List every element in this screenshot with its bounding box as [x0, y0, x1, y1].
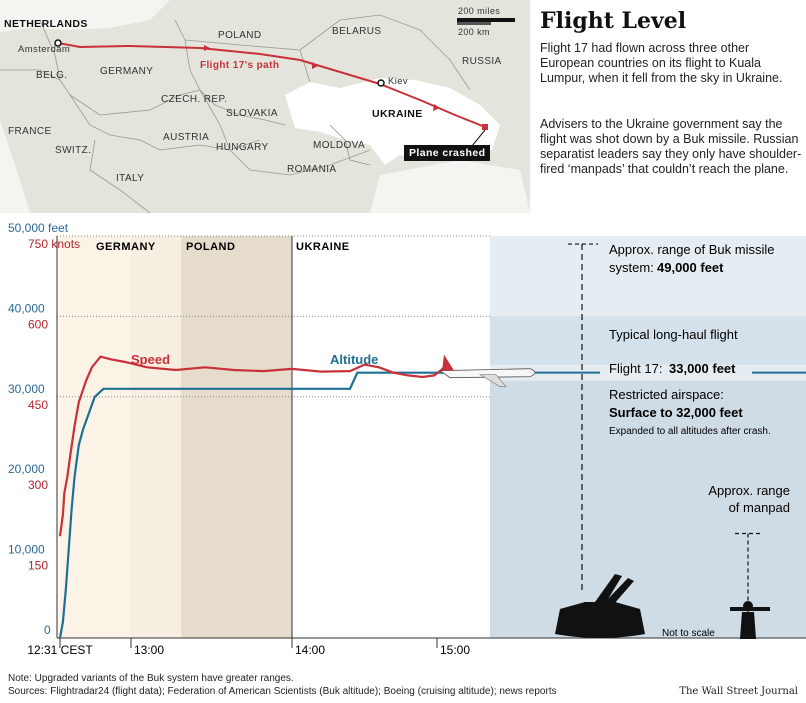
speed-tick: 150 — [28, 559, 48, 573]
altitude-tick: 50,000 feet — [8, 221, 69, 235]
longhaul-label: Typical long-haul flight — [609, 327, 738, 342]
credit: The Wall Street Journal — [679, 686, 798, 697]
speed-tick: 600 — [28, 317, 48, 331]
label-switz: SWITZ. — [55, 145, 92, 156]
flight-level-chart: GERMANY POLAND UKRAINE 50,000 feet 40,000 30,… — [8, 221, 806, 657]
amsterdam-marker — [54, 39, 62, 47]
series-label-altitude: Altitude — [330, 352, 378, 367]
label-belarus: BELARUS — [332, 26, 382, 37]
manpad-label-1: Approx. range — [708, 483, 790, 498]
series-speed — [58, 355, 446, 537]
label-moldova: MOLDOVA — [313, 140, 366, 151]
sources: Sources: Flightradar24 (flight data); Fe… — [8, 686, 557, 697]
restricted-value: Surface to 32,000 feet — [609, 405, 743, 420]
flight17-label: Flight 17: — [609, 361, 662, 376]
buk-launcher-icon — [555, 602, 645, 638]
paragraph-route: Flight 17 had flown across three other E… — [540, 41, 783, 85]
speed-tick: 300 — [28, 478, 48, 492]
flight-17-path — [57, 42, 486, 128]
not-to-scale-label: Not to scale — [662, 628, 715, 639]
series-label-speed: Speed — [131, 352, 170, 367]
region-ukraine-band — [292, 236, 490, 638]
region-poland-band — [181, 236, 292, 638]
scale-miles: 200 miles — [458, 6, 501, 16]
ukraine-region — [285, 78, 500, 165]
label-germany: GERMANY — [100, 66, 154, 77]
manpad-launcher-icon — [730, 607, 770, 611]
airplane-wing-icon — [478, 374, 507, 387]
label-italy: ITALY — [116, 173, 145, 184]
altitude-tick: 40,000 — [8, 301, 45, 315]
map-shapes — [0, 0, 530, 213]
longhaul-band — [490, 316, 806, 365]
airplane-icon — [438, 368, 536, 379]
flight17-value: 33,000 feet — [669, 361, 736, 376]
region-label-germany: GERMANY — [96, 241, 156, 253]
x-tick-label: 14:00 — [295, 643, 325, 657]
x-tick-label: 15:00 — [440, 643, 470, 657]
soldier-body-icon — [740, 612, 756, 639]
series-altitude — [58, 371, 445, 639]
buk-missile-icon — [605, 578, 634, 604]
label-amsterdam: Amsterdam — [18, 44, 71, 55]
label-flight-path: Flight 17's path — [200, 60, 280, 71]
label-slovakia: SLOVAKIA — [226, 108, 278, 119]
headline: Flight Level — [540, 8, 687, 34]
x-tick-label: 13:00 — [134, 643, 164, 657]
buk-value: 49,000 feet — [657, 260, 724, 275]
label-ukraine: UKRAINE — [372, 108, 423, 120]
label-romania: ROMANIA — [287, 164, 337, 175]
region-germany-band — [131, 236, 181, 638]
altitude-tick: 0 — [44, 623, 51, 637]
altitude-tick: 20,000 — [8, 462, 45, 476]
label-austria: AUSTRIA — [163, 132, 210, 143]
buk-label-2: system: — [609, 260, 654, 275]
region-germany-bg — [60, 236, 131, 638]
restricted-band — [490, 380, 806, 638]
speed-tick: 750 knots — [28, 237, 80, 251]
label-belg: BELG. — [36, 70, 68, 81]
label-france: FRANCE — [8, 126, 52, 137]
scale-km: 200 km — [458, 27, 490, 37]
speed-tick: 450 — [28, 398, 48, 412]
manpad-label-2: of manpad — [729, 500, 790, 515]
label-czech: CZECH. REP. — [161, 94, 228, 105]
airplane-tail-icon — [442, 354, 454, 371]
region-label-ukraine: UKRAINE — [296, 241, 350, 253]
altitude-tick: 10,000 — [8, 543, 45, 557]
paragraph-shootdown: Advisers to the Ukraine government say t… — [540, 117, 802, 176]
restricted-note: Expanded to all altitudes after crash. — [609, 426, 771, 437]
crash-marker — [482, 124, 488, 130]
flight-path-map: NETHERLANDS Amsterdam BELG. FRANCE GERMA… — [0, 0, 530, 213]
label-poland: POLAND — [218, 30, 262, 41]
x-tick-label: 12:31 CEST — [27, 643, 93, 657]
label-netherlands: NETHERLANDS — [4, 18, 88, 30]
restricted-label: Restricted airspace: — [609, 387, 724, 402]
altitude-tick: 30,000 — [8, 382, 45, 396]
footnote: Note: Upgraded variants of the Buk syste… — [8, 673, 294, 684]
buk-missile-icon — [595, 574, 622, 604]
label-plane-crashed: Plane crashed — [404, 145, 491, 161]
label-kiev: Kiev — [388, 76, 409, 87]
scale-bar — [457, 18, 515, 22]
label-hungary: HUNGARY — [216, 142, 269, 153]
label-russia: RUSSIA — [462, 56, 502, 67]
kiev-marker — [377, 79, 385, 87]
region-label-poland: POLAND — [186, 241, 235, 253]
buk-label-1: Approx. range of Buk missile — [609, 242, 774, 257]
